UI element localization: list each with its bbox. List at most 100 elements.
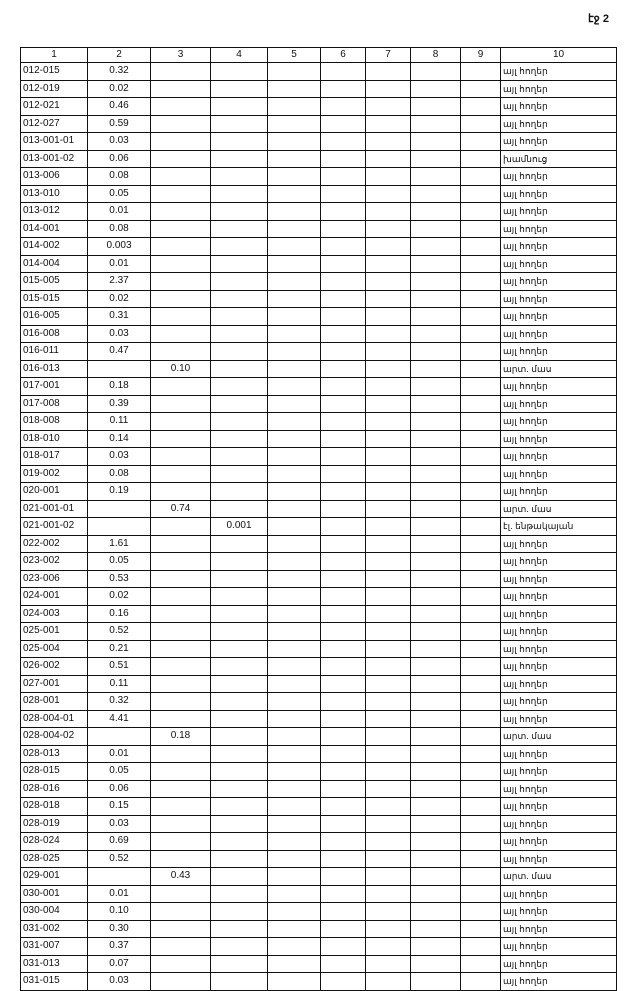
cell-col-8 <box>410 342 461 361</box>
cell-col-3 <box>150 709 211 728</box>
cell-col-5 <box>267 237 321 256</box>
cell-col-5 <box>267 202 321 221</box>
land-type: այլ հողեր <box>500 394 617 413</box>
cell-col-8 <box>410 937 461 956</box>
land-type: այլ հողեր <box>500 762 617 781</box>
cell-col-2 <box>87 867 151 886</box>
cell-col-6 <box>320 902 366 921</box>
cell-col-9 <box>460 97 501 116</box>
cell-col-9 <box>460 954 501 973</box>
cell-col-3 <box>150 657 211 676</box>
cell-col-3 <box>150 464 211 483</box>
cell-col-2: 0.02 <box>87 587 151 606</box>
cell-col-4 <box>210 237 268 256</box>
parcel-code: 013-006 <box>20 167 88 186</box>
cell-col-5 <box>267 499 321 518</box>
cell-col-8 <box>410 604 461 623</box>
land-table: 1 2 3 4 5 6 7 8 9 10 012-015 0.32 այլ հողեր 012-019 0… <box>20 47 617 991</box>
cell-col-7 <box>365 289 411 308</box>
cell-col-7 <box>365 692 411 711</box>
cell-col-6 <box>320 394 366 413</box>
cell-col-2: 0.21 <box>87 639 151 658</box>
table-row: 028-004-02 0.18 արտ. մաս <box>20 727 617 746</box>
cell-col-8 <box>410 692 461 711</box>
cell-col-2: 0.01 <box>87 202 151 221</box>
cell-col-6 <box>320 482 366 501</box>
cell-col-8 <box>410 902 461 921</box>
table-row: 025-001 0.52 այլ հողեր <box>20 622 617 641</box>
cell-col-5 <box>267 832 321 851</box>
cell-col-6 <box>320 202 366 221</box>
cell-col-2: 0.59 <box>87 114 151 133</box>
cell-col-8 <box>410 324 461 343</box>
cell-col-9 <box>460 132 501 151</box>
cell-col-8 <box>410 184 461 203</box>
cell-col-5 <box>267 779 321 798</box>
land-type: այլ հողեր <box>500 167 617 186</box>
cell-col-9 <box>460 359 501 378</box>
cell-col-5 <box>267 937 321 956</box>
cell-col-9 <box>460 79 501 98</box>
land-type: այլ հողեր <box>500 254 617 273</box>
cell-col-9 <box>460 832 501 851</box>
parcel-code: 022-002 <box>20 534 88 553</box>
cell-col-2: 0.52 <box>87 622 151 641</box>
cell-col-7 <box>365 62 411 81</box>
cell-col-7 <box>365 779 411 798</box>
cell-col-2: 4.41 <box>87 709 151 728</box>
cell-col-9 <box>460 674 501 693</box>
cell-col-7 <box>365 517 411 536</box>
cell-col-6 <box>320 464 366 483</box>
cell-col-6 <box>320 237 366 256</box>
parcel-code: 018-008 <box>20 412 88 431</box>
cell-col-4 <box>210 569 268 588</box>
cell-col-6 <box>320 884 366 903</box>
parcel-code: 012-019 <box>20 79 88 98</box>
table-row: 012-027 0.59 այլ հողեր <box>20 114 617 133</box>
parcel-code: 025-004 <box>20 639 88 658</box>
table-row: 026-002 0.51 այլ հողեր <box>20 657 617 676</box>
parcel-code: 028-019 <box>20 814 88 833</box>
land-type: այլ հողեր <box>500 587 617 606</box>
cell-col-8 <box>410 919 461 938</box>
cell-col-9 <box>460 709 501 728</box>
cell-col-6 <box>320 814 366 833</box>
cell-col-4 <box>210 779 268 798</box>
cell-col-4 <box>210 62 268 81</box>
cell-col-7 <box>365 972 411 991</box>
cell-col-9 <box>460 639 501 658</box>
parcel-code: 031-013 <box>20 954 88 973</box>
cell-col-3 <box>150 884 211 903</box>
table-row: 030-004 0.10 այլ հողեր <box>20 902 617 921</box>
cell-col-7 <box>365 237 411 256</box>
cell-col-4 <box>210 639 268 658</box>
column-header-2: 2 <box>87 47 151 63</box>
cell-col-3 <box>150 919 211 938</box>
cell-col-2: 0.46 <box>87 97 151 116</box>
cell-col-2: 0.03 <box>87 447 151 466</box>
cell-col-3 <box>150 972 211 991</box>
cell-col-3 <box>150 219 211 238</box>
cell-col-7 <box>365 814 411 833</box>
cell-col-6 <box>320 972 366 991</box>
cell-col-9 <box>460 324 501 343</box>
cell-col-4 <box>210 972 268 991</box>
cell-col-2: 0.05 <box>87 552 151 571</box>
parcel-code: 015-005 <box>20 272 88 291</box>
land-type: էլ. ենթակայան <box>500 517 617 536</box>
land-type: այլ հողեր <box>500 132 617 151</box>
table-row: 023-006 0.53 այլ հողեր <box>20 569 617 588</box>
cell-col-5 <box>267 412 321 431</box>
cell-col-6 <box>320 272 366 291</box>
land-type: այլ հողեր <box>500 97 617 116</box>
cell-col-7 <box>365 167 411 186</box>
cell-col-8 <box>410 622 461 641</box>
cell-col-7 <box>365 639 411 658</box>
parcel-code: 013-001-01 <box>20 132 88 151</box>
cell-col-8 <box>410 412 461 431</box>
cell-col-7 <box>365 184 411 203</box>
cell-col-4 <box>210 412 268 431</box>
cell-col-3 <box>150 394 211 413</box>
parcel-code: 030-001 <box>20 884 88 903</box>
cell-col-3 <box>150 307 211 326</box>
